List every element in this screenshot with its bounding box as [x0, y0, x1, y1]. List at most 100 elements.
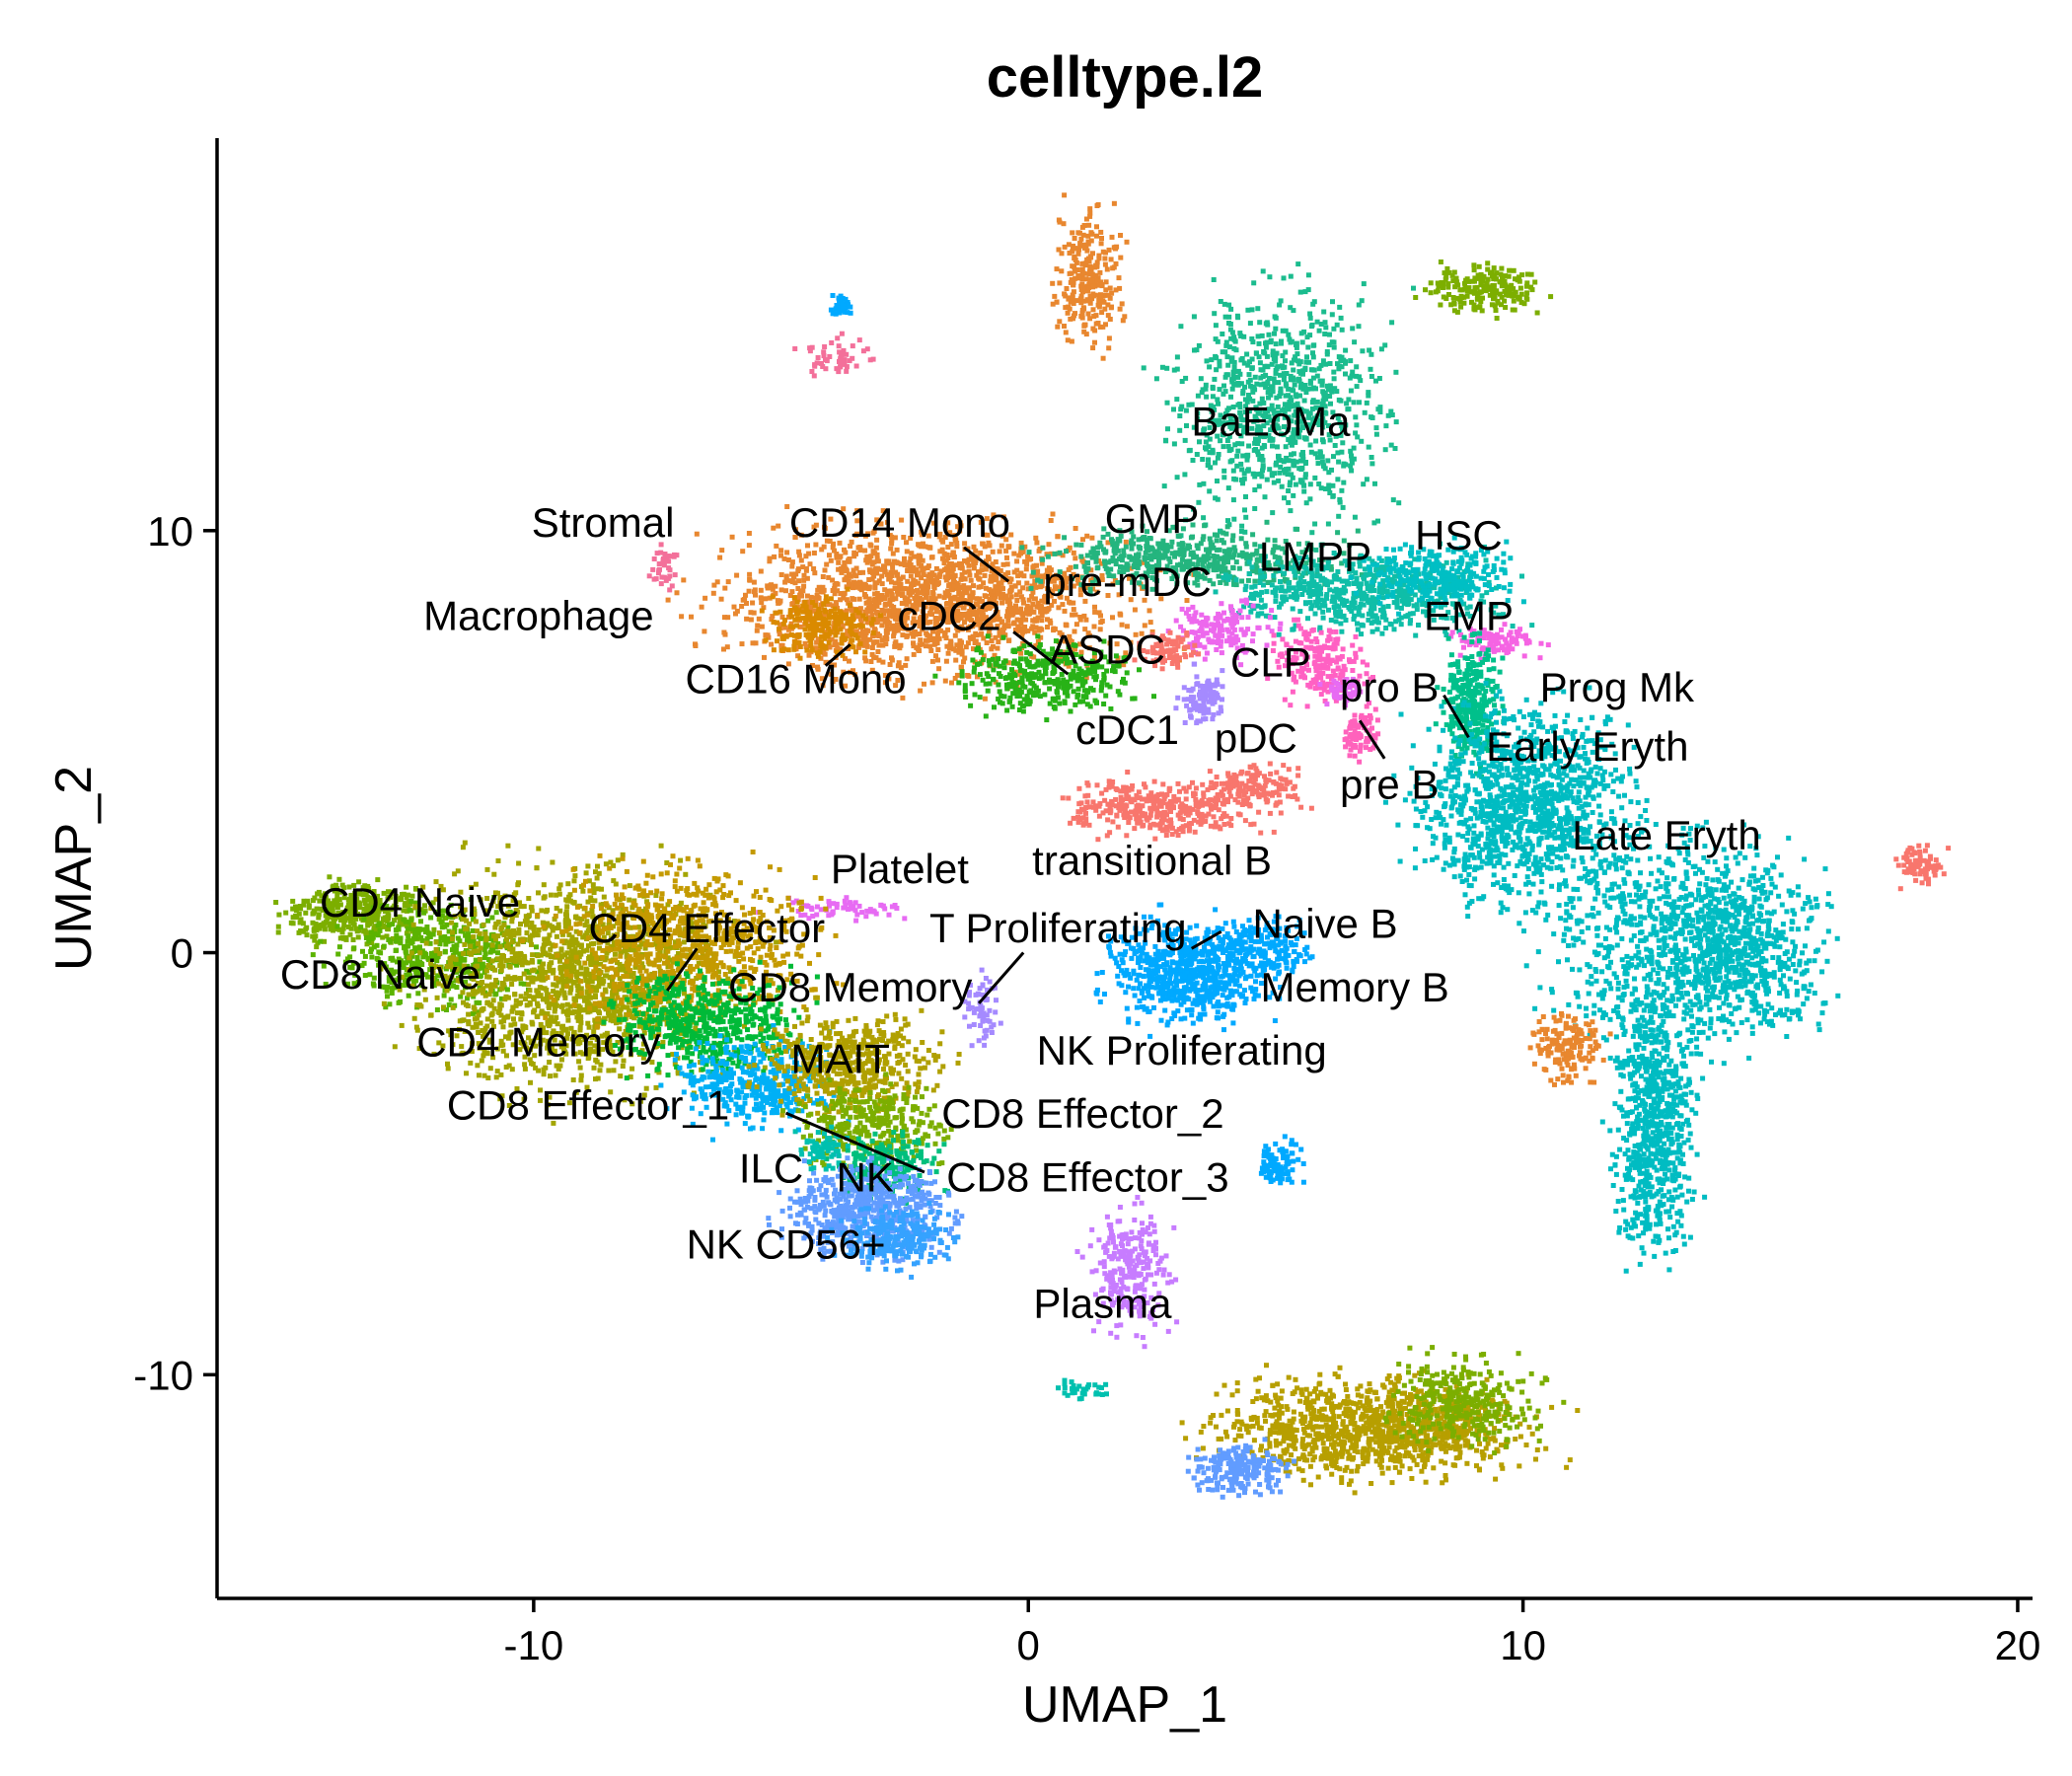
data-point: [1323, 486, 1328, 491]
data-point: [918, 688, 924, 694]
data-point: [1269, 403, 1275, 408]
data-point: [1289, 418, 1295, 424]
data-point: [865, 556, 871, 562]
data-point: [841, 595, 847, 601]
data-point: [1091, 624, 1097, 629]
data-point: [1155, 541, 1161, 547]
data-point: [1235, 368, 1241, 374]
data-point: [1235, 374, 1241, 380]
data-point: [821, 349, 827, 355]
data-point: [793, 527, 798, 533]
data-point: [1237, 423, 1243, 429]
data-point: [849, 637, 854, 643]
data-point: [1240, 453, 1246, 459]
data-point: [853, 649, 858, 655]
data-point: [1235, 441, 1241, 447]
data-point: [1357, 374, 1362, 380]
data-point: [1509, 282, 1515, 288]
data-point: [1028, 585, 1034, 591]
data-point: [905, 562, 911, 568]
data-point: [1267, 467, 1273, 473]
data-point: [1311, 385, 1317, 391]
data-point: [1141, 365, 1147, 371]
data-point: [1214, 547, 1220, 553]
data-point: [1055, 677, 1061, 683]
data-point: [1373, 378, 1378, 384]
data-point: [1274, 395, 1280, 401]
data-point: [1111, 264, 1117, 270]
cluster-points: [1413, 259, 1554, 321]
data-point: [1013, 681, 1019, 687]
data-point: [657, 566, 662, 572]
data-point: [1303, 390, 1309, 396]
data-point: [1177, 427, 1183, 433]
data-point: [1052, 705, 1058, 711]
data-point: [1349, 468, 1355, 474]
data-point: [1132, 607, 1138, 613]
data-point: [1275, 416, 1281, 422]
data-point: [1243, 514, 1249, 520]
data-point: [908, 573, 914, 579]
data-point: [1021, 600, 1026, 606]
data-point: [1225, 518, 1230, 524]
data-point: [874, 537, 880, 543]
data-point: [1211, 567, 1217, 573]
data-point: [913, 568, 919, 574]
data-point: [1458, 293, 1464, 299]
data-point: [1012, 673, 1018, 679]
data-point: [1472, 290, 1477, 296]
data-point: [1291, 357, 1296, 363]
data-point: [1123, 539, 1129, 545]
data-point: [1340, 440, 1346, 446]
data-point: [1128, 597, 1134, 603]
data-point: [910, 620, 916, 626]
data-point: [1249, 425, 1255, 431]
data-point: [1471, 267, 1477, 273]
data-point: [907, 599, 912, 605]
data-point: [1339, 423, 1345, 429]
data-point: [996, 682, 1001, 688]
data-point: [1211, 404, 1216, 409]
data-point: [807, 561, 813, 567]
data-point: [1354, 384, 1360, 390]
data-point: [1055, 324, 1061, 330]
data-point: [753, 640, 759, 646]
data-point: [789, 601, 795, 607]
data-point: [1092, 609, 1098, 615]
data-point: [1276, 409, 1282, 415]
data-point: [856, 337, 862, 343]
data-point: [1071, 607, 1076, 613]
data-point: [1336, 513, 1342, 519]
data-point: [1272, 426, 1278, 432]
data-point: [1252, 474, 1258, 480]
data-point: [1428, 290, 1434, 296]
data-point: [854, 508, 860, 514]
data-point: [782, 618, 787, 624]
data-point: [1226, 314, 1232, 320]
data-point: [1023, 617, 1029, 623]
data-point: [932, 578, 938, 583]
data-point: [1410, 611, 1416, 617]
data-point: [1210, 394, 1216, 400]
data-point: [806, 652, 812, 658]
data-point: [933, 653, 938, 659]
data-point: [906, 627, 912, 632]
data-point: [827, 602, 833, 608]
data-point: [1120, 679, 1125, 685]
data-point: [1030, 564, 1036, 570]
data-point: [1212, 417, 1218, 423]
data-point: [877, 613, 883, 619]
data-point: [1083, 675, 1089, 681]
data-point: [1196, 342, 1202, 348]
data-point: [1325, 458, 1331, 464]
data-point: [1055, 534, 1061, 540]
data-point: [1274, 350, 1280, 356]
data-point: [855, 631, 861, 636]
data-point: [1095, 202, 1101, 207]
data-point: [1191, 424, 1197, 430]
data-point: [1381, 611, 1387, 617]
data-point: [1262, 407, 1268, 412]
data-point: [1215, 421, 1221, 427]
data-point: [1092, 339, 1097, 345]
